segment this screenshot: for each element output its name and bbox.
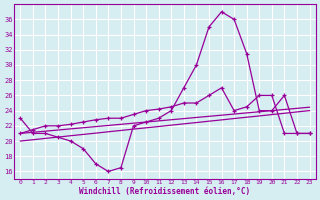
X-axis label: Windchill (Refroidissement éolien,°C): Windchill (Refroidissement éolien,°C) [79,187,251,196]
